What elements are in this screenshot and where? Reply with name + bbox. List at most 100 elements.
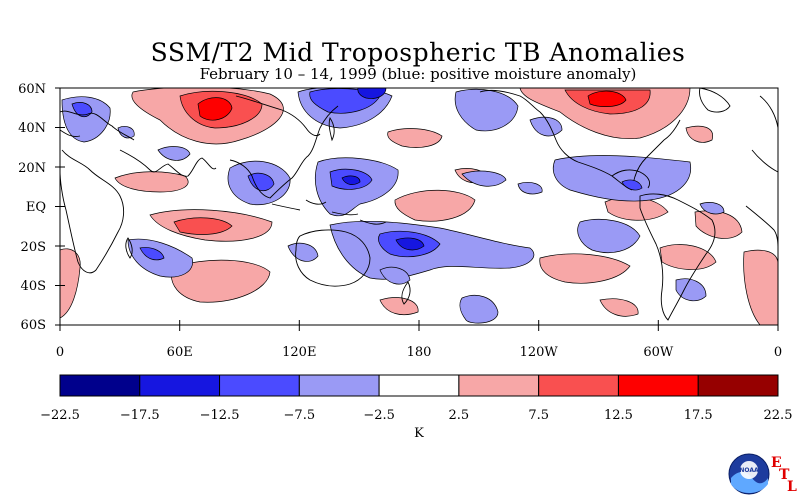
- colorbar-level-label: −22.5: [40, 408, 80, 423]
- anomaly-region-india-moist: [157, 146, 191, 161]
- anomaly-region-southern-ocean: [379, 297, 419, 315]
- anomaly-region-europe-core: [71, 102, 93, 118]
- lon-label: 60E: [167, 345, 193, 360]
- anomaly-region-tasman: [379, 266, 411, 285]
- inner-ticks: [60, 127, 659, 325]
- noaa-etl-logo: NOAA E T L: [728, 453, 797, 495]
- colorbar-cell: [538, 374, 619, 397]
- colorbar-level-label: −7.5: [284, 408, 316, 423]
- lon-label: 120W: [520, 345, 559, 360]
- lat-label: 20N: [18, 161, 46, 176]
- axis-ticks: [55, 87, 779, 331]
- coastline-alaska: [479, 89, 541, 113]
- anomaly-region-e-pacific-south: [577, 219, 641, 253]
- coastline-arabia-india: [119, 149, 217, 177]
- anomaly-region-asia-arc: [117, 126, 135, 139]
- coastline-east-asia: [235, 95, 321, 137]
- colorbar-cell: [139, 374, 221, 397]
- positive-anomaly-regions: [60, 88, 778, 325]
- anomaly-region-ne-pacific: [461, 170, 507, 187]
- anomaly-region-s-pacific: [539, 253, 631, 284]
- noaa-logo-badge: NOAA: [739, 467, 759, 474]
- anomaly-region-s-america-south: [659, 244, 717, 270]
- anomaly-region-indian-ocean-core: [173, 217, 233, 235]
- colorbar-level-label: −2.5: [363, 408, 395, 423]
- coastline-greenland: [699, 88, 731, 113]
- anomaly-region-brazil: [699, 202, 725, 215]
- lat-label: EQ: [26, 200, 46, 215]
- anomaly-region-south-indian: [170, 259, 271, 303]
- coastline-new-zealand: [401, 281, 411, 305]
- colorbar-level-label: 2.5: [449, 408, 470, 423]
- lat-label: 40S: [21, 279, 46, 294]
- noaa-logo-inner: [740, 461, 758, 479]
- lon-label: 120E: [282, 345, 316, 360]
- longitude-labels: 0 60E 120E 180 120W 60W 0: [56, 345, 782, 360]
- colorbar-level-label: −17.5: [120, 408, 160, 423]
- etl-letter-l: L: [787, 479, 797, 495]
- colorbar-cell: [219, 374, 300, 397]
- coastline-africa: [60, 149, 125, 274]
- colorbar-cell: [617, 374, 699, 397]
- anomaly-region-nz-south: [459, 295, 499, 324]
- colorbar-level-label: 17.5: [684, 408, 713, 423]
- colorbar: −22.5 −17.5 −12.5 −7.5 −2.5 2.5 7.5 12.5 17.5 22.…: [40, 374, 793, 441]
- anomaly-region-s-atlantic-moist: [675, 278, 707, 302]
- anomaly-region-aleutian: [529, 116, 563, 137]
- anomaly-region-w-margin: [60, 248, 81, 319]
- anomaly-region-pacific-warm: [387, 128, 443, 148]
- coastline-gulf: [611, 169, 651, 189]
- lon-label: 0: [56, 345, 64, 360]
- anomaly-region-s-atlantic: [743, 249, 778, 325]
- map-subtitle: February 10 – 14, 1999 (blue: positive m…: [199, 65, 637, 83]
- etl-letter-e: E: [771, 455, 782, 471]
- coastline-madagascar: [125, 237, 133, 259]
- coastline-europe: [60, 110, 135, 141]
- map-title: SSM/T2 Mid Tropospheric TB Anomalies: [150, 38, 686, 67]
- anomaly-region-drake: [599, 298, 639, 317]
- negative-anomaly-regions: [61, 88, 725, 324]
- lat-label: 20S: [21, 240, 46, 255]
- coastline-se-asia: [229, 105, 339, 199]
- colorbar-cells: [59, 374, 779, 397]
- map-panel: [60, 88, 778, 325]
- colorbar-cell: [378, 374, 460, 397]
- anomaly-region-na-peak: [587, 90, 627, 107]
- colorbar-level-label: 22.5: [764, 408, 793, 423]
- lon-label: 0: [774, 345, 782, 360]
- anomaly-region-n-atlantic: [685, 125, 713, 143]
- coastline-na-east: [633, 119, 681, 181]
- colorbar-level-label: 7.5: [528, 408, 549, 423]
- anomaly-region-central-america: [552, 155, 692, 202]
- colorbar-level-label: 12.5: [604, 408, 633, 423]
- coastline-south-america: [639, 193, 716, 321]
- anomaly-region-sw-indian-core: [139, 247, 165, 261]
- anomaly-region-nw-pacific-peak: [357, 88, 387, 99]
- anomaly-region-arabia: [114, 171, 189, 193]
- anomaly-region-asia-peak: [197, 97, 233, 121]
- lat-label: 60S: [21, 318, 46, 333]
- coastline-indonesia: [271, 199, 387, 225]
- colorbar-cell: [458, 374, 540, 397]
- anomaly-region-spcz-peak: [395, 237, 425, 251]
- coastlines: [60, 88, 778, 321]
- noaa-logo-wave: [731, 472, 768, 493]
- etl-letter-t: T: [779, 467, 790, 483]
- coastline-africa-west: [751, 95, 778, 173]
- coastline-australia: [295, 229, 371, 287]
- lat-label: 40N: [18, 121, 46, 136]
- lon-label: 60W: [643, 345, 674, 360]
- colorbar-level-label: −12.5: [200, 408, 240, 423]
- latitude-labels: 60N 40N 20N EQ 20S 40S 60S: [18, 82, 46, 333]
- colorbar-unit: K: [414, 426, 424, 441]
- colorbar-cell: [298, 374, 380, 397]
- lon-label: 180: [407, 345, 432, 360]
- coastline-north-america: [539, 111, 633, 191]
- lat-label: 60N: [18, 82, 46, 97]
- anomaly-region-eq-pacific: [394, 189, 476, 222]
- anomaly-region-ne-pacific-2: [517, 182, 543, 195]
- colorbar-cell: [697, 374, 779, 397]
- colorbar-cell: [59, 374, 141, 397]
- anomaly-region-bay-bengal-core: [247, 172, 275, 191]
